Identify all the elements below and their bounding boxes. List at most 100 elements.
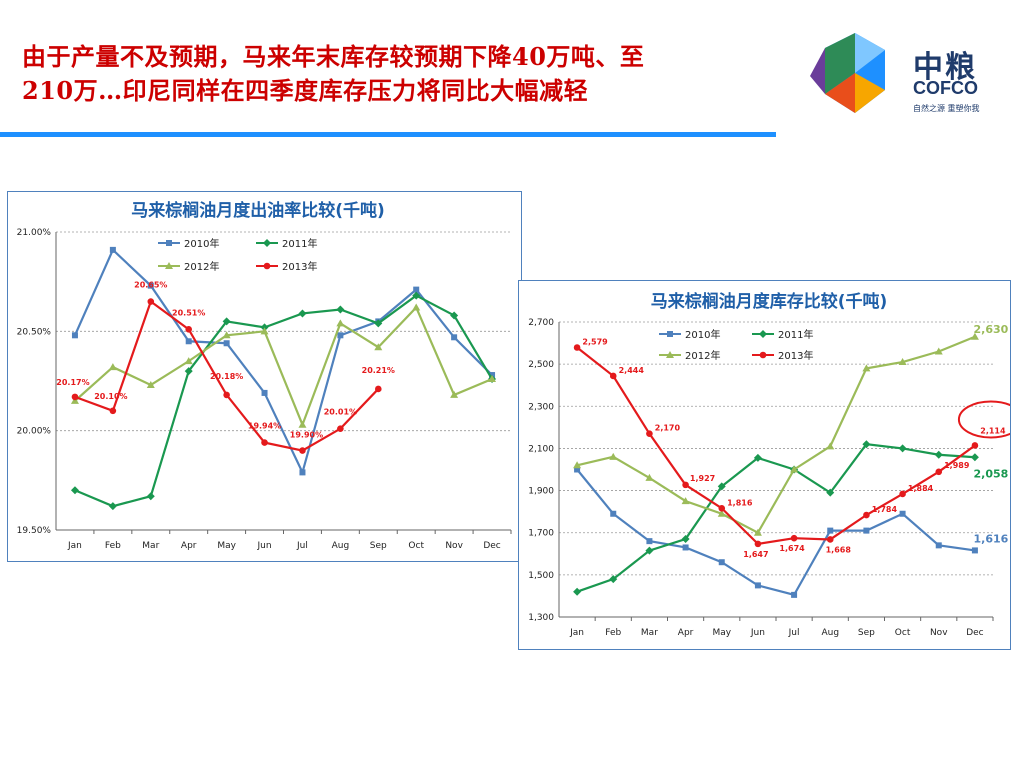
y-tick-label: 20.50% <box>17 327 52 337</box>
legend-marker <box>263 262 271 270</box>
chart-title: 马来棕榈油月度出油率比较(千吨) <box>131 200 385 221</box>
series-line-2013年 <box>576 346 976 546</box>
data-label: 2,444 <box>619 366 645 375</box>
data-point <box>718 504 726 512</box>
data-label: 20.21% <box>362 366 395 375</box>
data-point <box>147 298 155 305</box>
x-tick-label: Mar <box>142 541 159 551</box>
x-tick-label: Oct <box>895 628 911 638</box>
data-point <box>970 332 979 340</box>
slide-title: 由于产量不及预期，马来年末库存较预期下降40万吨、至 210万…印尼同样在四季度… <box>22 40 782 108</box>
data-point <box>898 444 907 453</box>
data-point <box>863 511 870 519</box>
x-tick-label: Jul <box>296 541 308 551</box>
legend-label: 2011年 <box>778 328 813 341</box>
data-point <box>451 334 458 341</box>
data-point <box>573 344 581 351</box>
data-point <box>609 452 618 460</box>
data-label: 1,674 <box>779 544 805 553</box>
x-tick-label: Sep <box>370 541 387 551</box>
data-point <box>754 540 762 548</box>
x-tick-label: Jul <box>788 628 800 638</box>
x-tick-label: Jan <box>569 628 584 638</box>
data-point <box>934 347 943 355</box>
data-point <box>223 340 230 347</box>
x-tick-label: Feb <box>605 628 621 638</box>
series-end-label: 2,630 <box>974 323 1009 336</box>
data-point <box>717 509 726 517</box>
data-point <box>261 439 268 446</box>
data-point <box>645 473 654 481</box>
data-point <box>109 407 117 415</box>
data-point <box>71 393 79 401</box>
data-point <box>646 538 653 545</box>
data-point <box>299 447 306 454</box>
legend-marker <box>759 330 767 338</box>
data-point <box>790 465 799 473</box>
legend-label: 2010年 <box>685 328 720 341</box>
legend-label: 2012年 <box>685 349 720 362</box>
data-point <box>374 385 382 393</box>
data-point <box>862 364 871 372</box>
data-label: 1,884 <box>908 484 934 493</box>
series-line-2011年 <box>74 294 493 508</box>
data-label: 20.51% <box>172 308 205 317</box>
legend-label: 2013年 <box>282 260 317 273</box>
data-point <box>609 575 618 584</box>
x-tick-label: May <box>712 628 731 638</box>
data-point <box>109 246 116 253</box>
legend-marker <box>165 262 173 269</box>
data-point <box>413 286 420 293</box>
data-point <box>899 490 906 498</box>
data-label: 1,784 <box>872 505 898 514</box>
x-tick-label: Apr <box>678 628 694 638</box>
data-label: 19.90% <box>290 431 323 440</box>
x-tick-label: Nov <box>445 541 463 551</box>
logo-chinese-name: 中粮 <box>913 50 977 85</box>
data-point <box>146 492 155 501</box>
data-point <box>147 282 154 289</box>
data-point <box>717 482 726 491</box>
data-point <box>790 534 798 542</box>
data-point <box>337 332 344 339</box>
data-point <box>971 442 979 449</box>
y-tick-label: 1,300 <box>528 613 554 623</box>
data-point <box>412 291 421 300</box>
data-point <box>935 542 942 549</box>
data-label: 1,647 <box>743 550 768 559</box>
data-point <box>610 510 617 517</box>
series-end-label: 2,058 <box>974 467 1009 480</box>
y-tick-label: 2,300 <box>528 402 554 412</box>
data-point <box>184 367 193 376</box>
data-label: 1,668 <box>826 545 852 554</box>
data-point <box>826 442 835 450</box>
data-point <box>70 486 79 495</box>
oil-extraction-rate-chart-svg: 马来棕榈油月度出油率比较(千吨) 19.50% 20.00% 20.50% 21.00%… <box>17 200 512 551</box>
data-point <box>681 535 690 544</box>
data-point <box>970 453 979 462</box>
data-point <box>488 375 497 383</box>
data-point <box>573 461 582 469</box>
data-point <box>108 363 117 371</box>
y-tick-label: 19.50% <box>17 526 52 536</box>
y-tick-label: 2,700 <box>528 318 554 328</box>
data-label: 2,114 <box>980 426 1006 435</box>
series-line-2011年 <box>576 443 975 593</box>
data-point <box>971 547 978 554</box>
series-end-label: 1,616 <box>974 532 1009 545</box>
data-label: 1,816 <box>727 498 753 507</box>
data-point <box>863 527 870 534</box>
data-point <box>826 536 834 543</box>
data-point <box>374 319 383 328</box>
legend-marker <box>263 239 271 247</box>
series-line-2010年 <box>576 468 976 597</box>
data-point <box>682 481 689 489</box>
legend-label: 2010年 <box>184 237 219 250</box>
data-point <box>898 358 907 366</box>
data-point <box>862 440 871 449</box>
data-point <box>573 587 582 596</box>
data-point <box>574 466 581 473</box>
data-point <box>222 331 231 339</box>
data-point <box>260 327 269 335</box>
title-divider <box>0 132 776 137</box>
